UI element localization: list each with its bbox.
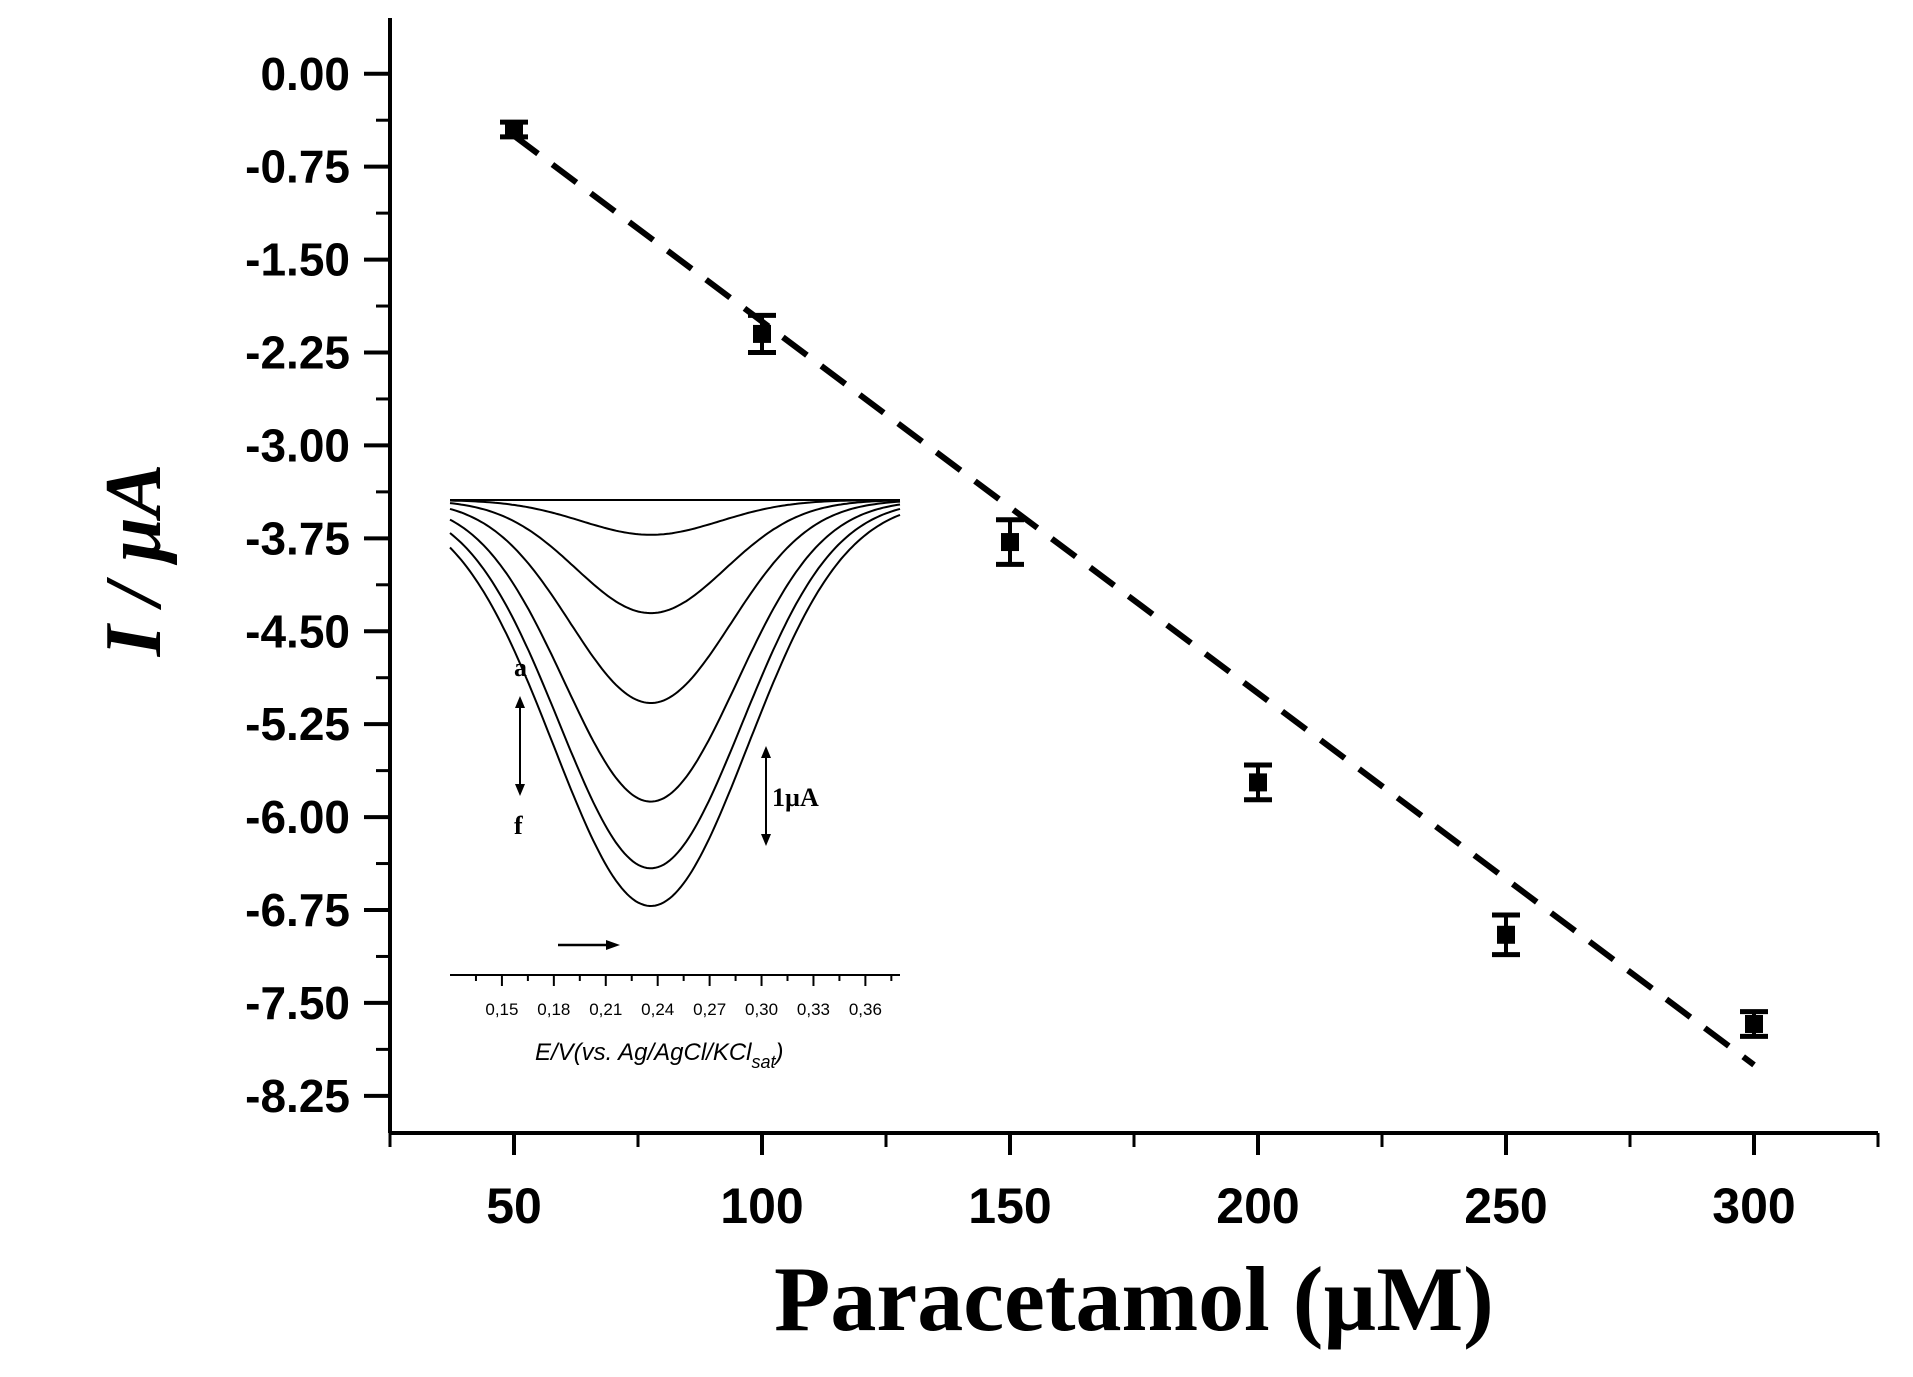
x-tick-label: 150 — [968, 1178, 1051, 1234]
main-ticks: 0.00 -0.75 -1.50 -2.25 -3.00 -3.75 -4.50 -5.25 -… — [245, 48, 1880, 1234]
point-marker — [505, 120, 523, 139]
data-points — [500, 119, 1768, 1039]
concentration-arrow-icon — [515, 696, 525, 796]
point-marker — [753, 324, 771, 343]
inset-tick-label: 0,24 — [641, 1000, 674, 1019]
point-marker — [1745, 1014, 1763, 1033]
y-tick-label: -3.00 — [245, 419, 350, 471]
inset-x-axis-label: E/V(vs. Ag/AgCl/KClsat) — [535, 1039, 784, 1072]
y-tick-label: -2.25 — [245, 327, 350, 379]
y-tick-label: -0.75 — [245, 141, 350, 193]
scale-bar-label: 1µA — [772, 783, 819, 812]
inset-curves — [449, 499, 901, 908]
inset-label-f: f — [514, 811, 523, 840]
scale-bar-icon — [761, 746, 771, 846]
inset-tick-label: 0,33 — [797, 1000, 830, 1019]
inset-voltammogram: 0,15 0,18 0,21 0,24 0,27 0,30 0,33 0,36 E/V(vs.… — [449, 499, 901, 1072]
data-point — [1492, 912, 1520, 958]
scan-direction-arrow-icon — [558, 940, 620, 950]
inset-tick-label: 0,27 — [693, 1000, 726, 1019]
point-marker — [1497, 925, 1515, 944]
x-axis-label: Paracetamol (µM) — [774, 1248, 1494, 1350]
inset-x-axis: 0,15 0,18 0,21 0,24 0,27 0,30 0,33 0,36 — [450, 974, 900, 1019]
y-tick-label: -5.25 — [245, 698, 350, 750]
data-point — [996, 517, 1024, 567]
y-tick-label: 0.00 — [260, 48, 350, 100]
inset-tick-label: 0,30 — [745, 1000, 778, 1019]
data-point — [500, 119, 528, 140]
inset-tick-label: 0,21 — [589, 1000, 622, 1019]
y-tick-label: -6.75 — [245, 884, 350, 936]
inset-tick-label: 0,18 — [537, 1000, 570, 1019]
point-marker — [1249, 773, 1267, 792]
y-tick-label: -6.00 — [245, 791, 350, 843]
y-tick-label: -1.50 — [245, 234, 350, 286]
x-tick-label: 50 — [486, 1178, 542, 1234]
fit-line-group — [512, 133, 1756, 1068]
y-tick-label: -8.25 — [245, 1070, 350, 1122]
y-axis-label: I / µA — [90, 464, 178, 658]
y-tick-label: -7.50 — [245, 977, 350, 1029]
inset-curve — [449, 499, 901, 615]
x-tick-label: 200 — [1216, 1178, 1299, 1234]
data-point — [1740, 1009, 1768, 1039]
inset-label-a: a — [514, 653, 527, 682]
inset-tick-label: 0,15 — [485, 1000, 518, 1019]
data-point — [1244, 762, 1272, 803]
point-marker — [1001, 533, 1019, 552]
x-tick-label: 300 — [1712, 1178, 1795, 1234]
y-tick-label: -4.50 — [245, 605, 350, 657]
y-tick-label: -3.75 — [245, 512, 350, 564]
inset-curve — [449, 513, 901, 908]
x-tick-label: 100 — [720, 1178, 803, 1234]
inset-curve — [449, 499, 900, 536]
data-point — [748, 312, 776, 355]
linear-fit-line — [512, 133, 1756, 1068]
inset-curve — [449, 507, 901, 870]
inset-curve — [449, 500, 901, 704]
inset-tick-label: 0,36 — [849, 1000, 882, 1019]
x-tick-label: 250 — [1464, 1178, 1547, 1234]
main-axes — [388, 18, 1878, 1135]
inset-curve — [449, 503, 901, 803]
